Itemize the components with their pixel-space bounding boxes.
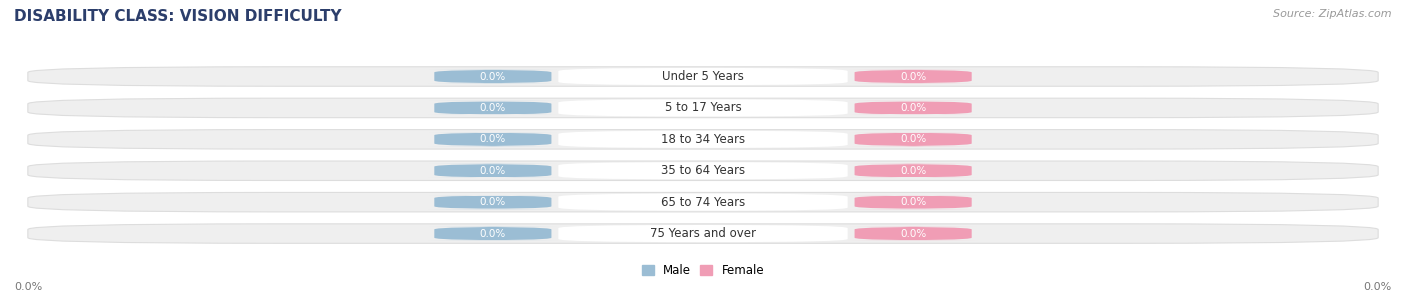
Text: 0.0%: 0.0% — [1364, 282, 1392, 292]
Text: DISABILITY CLASS: VISION DIFFICULTY: DISABILITY CLASS: VISION DIFFICULTY — [14, 9, 342, 24]
Text: 0.0%: 0.0% — [900, 197, 927, 207]
FancyBboxPatch shape — [848, 101, 979, 115]
FancyBboxPatch shape — [28, 130, 1378, 149]
FancyBboxPatch shape — [848, 226, 979, 240]
FancyBboxPatch shape — [558, 162, 848, 179]
FancyBboxPatch shape — [558, 68, 848, 85]
FancyBboxPatch shape — [427, 164, 558, 178]
FancyBboxPatch shape — [558, 99, 848, 116]
Text: 75 Years and over: 75 Years and over — [650, 227, 756, 240]
Text: 0.0%: 0.0% — [479, 229, 506, 239]
FancyBboxPatch shape — [848, 132, 979, 146]
Text: Under 5 Years: Under 5 Years — [662, 70, 744, 83]
FancyBboxPatch shape — [28, 98, 1378, 118]
FancyBboxPatch shape — [558, 131, 848, 148]
Text: 5 to 17 Years: 5 to 17 Years — [665, 102, 741, 114]
Legend: Male, Female: Male, Female — [641, 264, 765, 277]
FancyBboxPatch shape — [28, 161, 1378, 181]
Text: Source: ZipAtlas.com: Source: ZipAtlas.com — [1274, 9, 1392, 19]
Text: 65 to 74 Years: 65 to 74 Years — [661, 196, 745, 209]
Text: 18 to 34 Years: 18 to 34 Years — [661, 133, 745, 146]
FancyBboxPatch shape — [427, 226, 558, 240]
FancyBboxPatch shape — [848, 164, 979, 178]
Text: 0.0%: 0.0% — [479, 197, 506, 207]
Text: 0.0%: 0.0% — [900, 166, 927, 176]
Text: 35 to 64 Years: 35 to 64 Years — [661, 164, 745, 177]
Text: 0.0%: 0.0% — [479, 166, 506, 176]
FancyBboxPatch shape — [427, 132, 558, 146]
Text: 0.0%: 0.0% — [479, 103, 506, 113]
Text: 0.0%: 0.0% — [900, 229, 927, 239]
FancyBboxPatch shape — [427, 70, 558, 84]
FancyBboxPatch shape — [427, 101, 558, 115]
FancyBboxPatch shape — [28, 192, 1378, 212]
FancyBboxPatch shape — [28, 224, 1378, 243]
Text: 0.0%: 0.0% — [479, 71, 506, 81]
FancyBboxPatch shape — [558, 194, 848, 211]
Text: 0.0%: 0.0% — [900, 71, 927, 81]
FancyBboxPatch shape — [427, 195, 558, 209]
Text: 0.0%: 0.0% — [900, 103, 927, 113]
Text: 0.0%: 0.0% — [479, 134, 506, 144]
FancyBboxPatch shape — [848, 70, 979, 84]
Text: 0.0%: 0.0% — [900, 134, 927, 144]
FancyBboxPatch shape — [848, 195, 979, 209]
Text: 0.0%: 0.0% — [14, 282, 42, 292]
FancyBboxPatch shape — [558, 225, 848, 242]
FancyBboxPatch shape — [28, 67, 1378, 86]
